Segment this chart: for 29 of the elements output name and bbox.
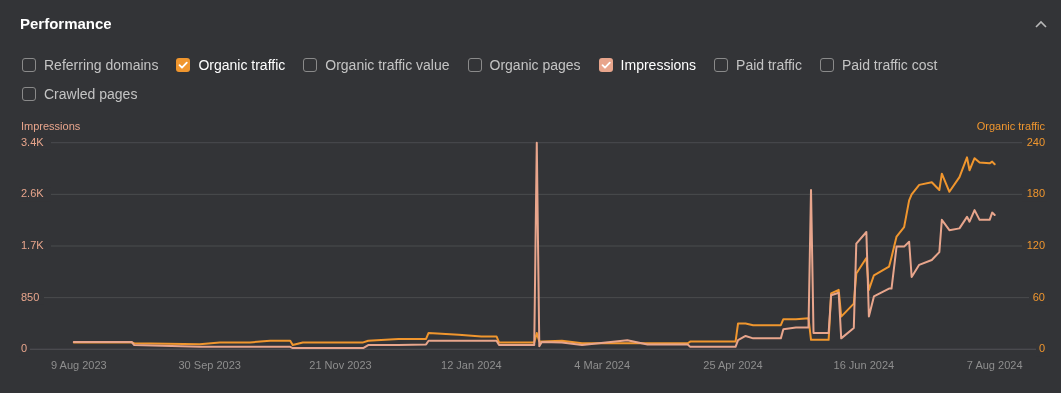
x-tick-label: 4 Mar 2024 — [574, 359, 631, 371]
y-tick-label: 3.4K — [21, 135, 45, 148]
chart-title: Performance — [20, 15, 112, 32]
x-tick-label: 16 Jun 2024 — [833, 359, 895, 371]
y2-tick-label: 120 — [1026, 238, 1045, 251]
text: Paid traffic cost — [841, 56, 938, 73]
y2-tick-label: 180 — [1026, 187, 1045, 200]
legend-label: Impressions — [620, 56, 697, 73]
text: Referring domains — [44, 56, 159, 73]
x-tick-label: 12 Jan 2024 — [441, 359, 502, 371]
text: Crawled pages — [44, 85, 138, 102]
x-tick-label: 30 Sep 2023 — [178, 359, 241, 371]
y-tick-label: 0 — [21, 342, 28, 355]
x-tick-label: 21 Nov 2023 — [309, 359, 372, 371]
x-tick-label: 7 Aug 2024 — [966, 359, 1023, 371]
text: Organic pages — [489, 56, 581, 73]
y2-axis-title: Organic traffic — [976, 120, 1045, 132]
x-tick-label: 9 Aug 2023 — [51, 359, 107, 371]
y-axis-title: Impressions — [21, 120, 81, 132]
y-tick-label: 1.7K — [21, 238, 45, 251]
y2-tick-label: 0 — [1038, 342, 1045, 355]
y2-tick-label: 240 — [1026, 135, 1045, 148]
x-tick-label: 25 Apr 2024 — [703, 359, 763, 371]
text: Paid traffic — [736, 56, 802, 73]
text: Organic traffic value — [325, 56, 450, 73]
legend-label: Organic traffic — [198, 56, 286, 73]
y-tick-label: 850 — [21, 290, 40, 303]
y2-tick-label: 60 — [1032, 290, 1045, 303]
y-tick-label: 2.6K — [21, 187, 45, 200]
